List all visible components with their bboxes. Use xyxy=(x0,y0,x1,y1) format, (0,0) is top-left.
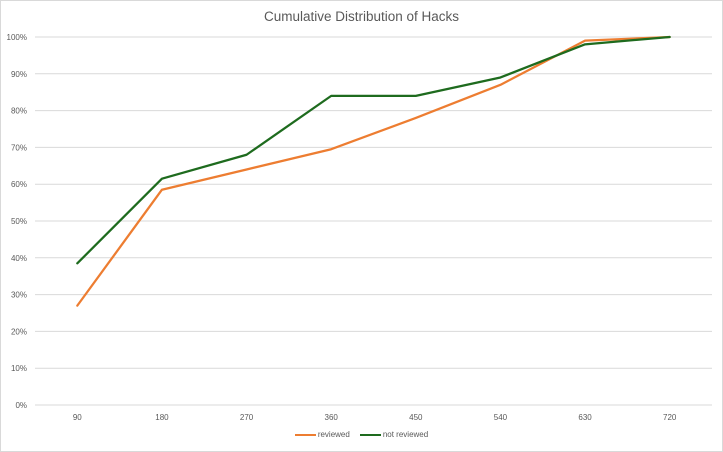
y-tick-label: 80% xyxy=(11,107,27,116)
legend-label: reviewed xyxy=(317,430,350,439)
y-tick-label: 90% xyxy=(11,70,27,79)
gridlines xyxy=(35,36,712,406)
series-line-not-reviewed xyxy=(76,35,671,265)
y-tick-label: 100% xyxy=(7,33,27,42)
y-tick-label: 30% xyxy=(11,291,27,300)
series-lines xyxy=(76,35,671,307)
legend-item-reviewed: reviewed xyxy=(294,430,350,439)
y-tick-label: 50% xyxy=(11,217,27,226)
x-tick-label: 180 xyxy=(155,413,169,422)
y-tick-label: 20% xyxy=(11,327,27,336)
x-tick-label: 540 xyxy=(494,413,508,422)
x-tick-label: 90 xyxy=(73,413,82,422)
legend-label: not reviewed xyxy=(382,430,429,439)
legend-item-not-reviewed: not reviewed xyxy=(359,430,429,439)
y-tick-label: 0% xyxy=(15,401,27,410)
legend-swatch xyxy=(359,433,381,436)
x-axis-ticks: 90 180 270 360 450 540 630 720 xyxy=(73,413,677,422)
chart-title: Cumulative Distribution of Hacks xyxy=(263,9,460,24)
series-line-reviewed xyxy=(76,35,671,307)
y-axis-ticks: 0% 10% 20% 30% 40% 50% 60% 70% 80% 90% 100% xyxy=(7,33,27,410)
x-tick-label: 450 xyxy=(409,413,423,422)
y-tick-label: 40% xyxy=(11,254,27,263)
legend-swatch xyxy=(294,433,316,436)
y-tick-label: 60% xyxy=(11,180,27,189)
x-tick-label: 720 xyxy=(663,413,677,422)
x-tick-label: 360 xyxy=(325,413,339,422)
y-tick-label: 70% xyxy=(11,143,27,152)
legend: reviewed not reviewed xyxy=(1,430,722,439)
x-tick-label: 270 xyxy=(240,413,254,422)
x-tick-label: 630 xyxy=(578,413,592,422)
y-tick-label: 10% xyxy=(11,364,27,373)
